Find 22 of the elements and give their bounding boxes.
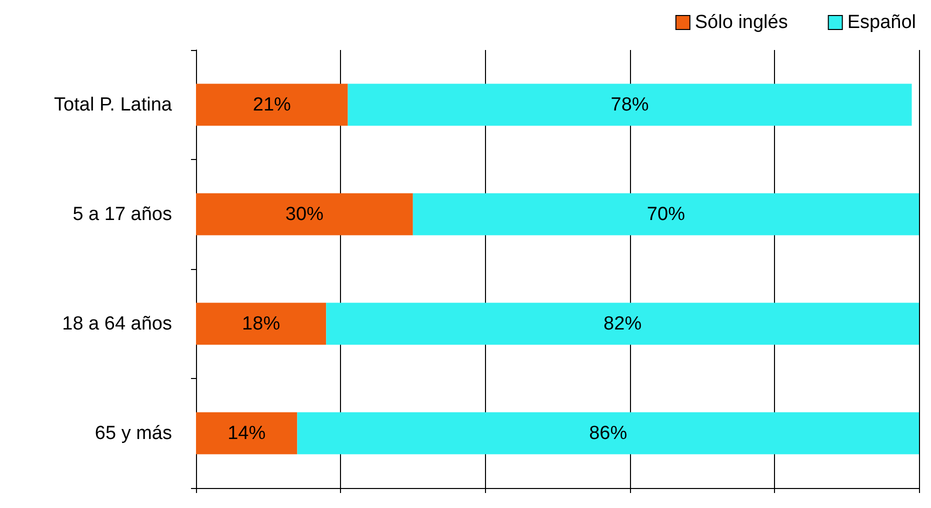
- data-label: 82%: [604, 313, 642, 334]
- bar: [348, 84, 912, 126]
- y-tick-label: 5 a 17 años: [72, 204, 172, 225]
- data-label: 21%: [252, 94, 292, 116]
- y-tick-label: 18 a 64 años: [62, 313, 172, 334]
- bar: [196, 412, 298, 454]
- data-label: 14%: [228, 422, 266, 444]
- data-label: 18%: [242, 313, 280, 334]
- data-label: 86%: [589, 422, 628, 444]
- y-tick-label: 65 y más: [94, 422, 172, 444]
- bar: [196, 302, 326, 345]
- bar: [196, 84, 348, 126]
- data-label: 30%: [285, 204, 324, 225]
- legend-label: Español: [847, 12, 916, 33]
- bar: [297, 412, 919, 454]
- bar: [196, 193, 413, 236]
- data-label: 70%: [646, 204, 686, 225]
- data-label: 78%: [610, 94, 649, 116]
- bar: [326, 302, 919, 345]
- bar: [412, 193, 919, 236]
- legend-label: Sólo inglés: [694, 12, 788, 33]
- y-tick-label: Total P. Latina: [54, 94, 172, 116]
